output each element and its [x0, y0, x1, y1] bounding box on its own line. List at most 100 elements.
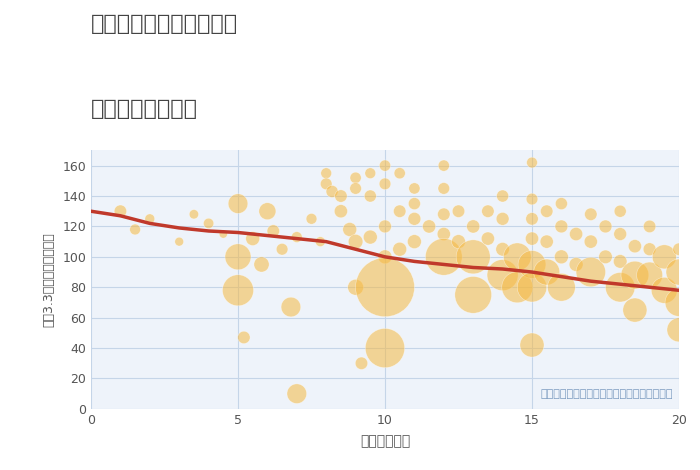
- Point: [615, 207, 626, 215]
- Point: [350, 238, 361, 245]
- Point: [276, 245, 288, 253]
- Point: [321, 170, 332, 177]
- Point: [600, 253, 611, 260]
- Point: [556, 223, 567, 230]
- Point: [497, 192, 508, 200]
- Point: [482, 235, 493, 243]
- Point: [379, 180, 391, 188]
- Point: [188, 211, 199, 218]
- Point: [497, 245, 508, 253]
- Point: [218, 230, 229, 238]
- Point: [615, 258, 626, 265]
- Point: [409, 215, 420, 223]
- Point: [659, 253, 670, 260]
- Point: [174, 238, 185, 245]
- Point: [629, 306, 641, 314]
- Point: [497, 271, 508, 279]
- Point: [570, 230, 582, 238]
- Text: 駅距離別土地価格: 駅距離別土地価格: [91, 99, 198, 119]
- Point: [453, 207, 464, 215]
- Point: [556, 253, 567, 260]
- Point: [267, 227, 279, 235]
- Point: [379, 283, 391, 291]
- Point: [350, 283, 361, 291]
- Point: [321, 180, 332, 188]
- Point: [659, 287, 670, 294]
- Point: [394, 170, 405, 177]
- Point: [629, 271, 641, 279]
- Point: [130, 226, 141, 233]
- Point: [526, 196, 538, 203]
- Point: [468, 223, 479, 230]
- Y-axis label: 坪（3.3㎡）単価（万円）: 坪（3.3㎡）単価（万円）: [42, 232, 55, 327]
- Point: [541, 268, 552, 276]
- Point: [673, 268, 685, 276]
- Point: [438, 230, 449, 238]
- Point: [286, 303, 297, 311]
- Point: [424, 223, 435, 230]
- X-axis label: 駅距離（分）: 駅距離（分）: [360, 434, 410, 448]
- Point: [673, 299, 685, 306]
- Point: [468, 253, 479, 260]
- Point: [512, 253, 523, 260]
- Point: [232, 253, 244, 260]
- Point: [306, 215, 317, 223]
- Point: [238, 334, 249, 341]
- Point: [556, 283, 567, 291]
- Point: [644, 271, 655, 279]
- Point: [438, 253, 449, 260]
- Point: [438, 211, 449, 218]
- Point: [394, 245, 405, 253]
- Point: [365, 233, 376, 241]
- Point: [615, 283, 626, 291]
- Point: [232, 200, 244, 207]
- Point: [232, 287, 244, 294]
- Point: [526, 215, 538, 223]
- Point: [541, 238, 552, 245]
- Point: [644, 223, 655, 230]
- Point: [585, 211, 596, 218]
- Point: [600, 223, 611, 230]
- Point: [379, 253, 391, 260]
- Point: [673, 326, 685, 334]
- Point: [379, 223, 391, 230]
- Point: [365, 170, 376, 177]
- Point: [379, 162, 391, 169]
- Point: [394, 207, 405, 215]
- Point: [468, 291, 479, 298]
- Point: [356, 360, 367, 367]
- Point: [453, 238, 464, 245]
- Point: [512, 283, 523, 291]
- Point: [438, 162, 449, 169]
- Point: [526, 159, 538, 166]
- Point: [497, 215, 508, 223]
- Point: [526, 261, 538, 268]
- Point: [335, 207, 346, 215]
- Point: [262, 207, 273, 215]
- Point: [673, 245, 685, 253]
- Point: [585, 268, 596, 276]
- Point: [409, 200, 420, 207]
- Point: [526, 283, 538, 291]
- Point: [344, 226, 356, 233]
- Point: [526, 341, 538, 349]
- Point: [256, 261, 267, 268]
- Point: [291, 390, 302, 398]
- Point: [291, 233, 302, 241]
- Point: [409, 238, 420, 245]
- Point: [350, 185, 361, 192]
- Point: [115, 207, 126, 215]
- Text: 円の大きさは、取引のあった物件面積を示す: 円の大きさは、取引のあった物件面積を示す: [540, 389, 673, 399]
- Point: [629, 243, 641, 250]
- Point: [203, 219, 214, 227]
- Point: [365, 192, 376, 200]
- Point: [541, 207, 552, 215]
- Point: [438, 185, 449, 192]
- Point: [482, 207, 493, 215]
- Point: [379, 345, 391, 352]
- Point: [409, 185, 420, 192]
- Point: [315, 238, 326, 245]
- Point: [526, 235, 538, 243]
- Point: [615, 230, 626, 238]
- Text: 神奈川県新百合ヶ丘駅の: 神奈川県新百合ヶ丘駅の: [91, 14, 238, 34]
